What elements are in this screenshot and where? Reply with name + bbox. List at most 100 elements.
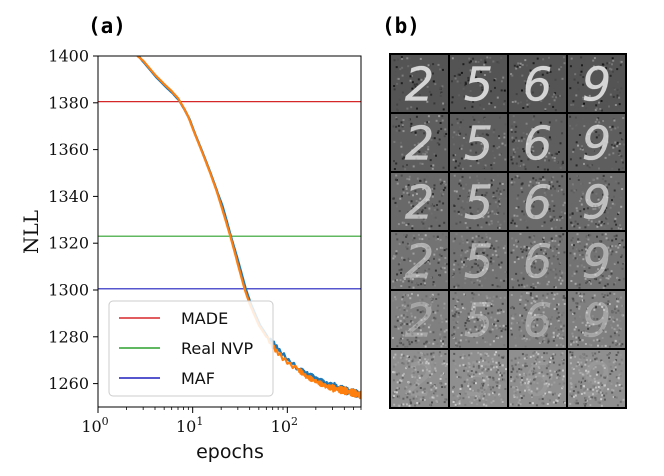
noise-pixel [525, 330, 528, 333]
noise-pixel [471, 236, 474, 239]
noise-pixel [577, 292, 580, 295]
noise-pixel [407, 259, 410, 262]
noise-pixel [475, 395, 478, 398]
noise-pixel [528, 236, 531, 239]
noise-pixel [455, 286, 458, 289]
noise-pixel [583, 271, 586, 274]
noise-pixel [396, 58, 399, 61]
noise-pixel [394, 296, 396, 299]
noise-pixel [487, 368, 490, 371]
noise-pixel [611, 245, 614, 248]
noise-pixel [456, 118, 459, 121]
noise-pixel [600, 222, 603, 225]
noise-pixel [570, 343, 572, 346]
noise-pixel [503, 279, 506, 282]
noise-pixel [485, 241, 488, 244]
noise-pixel [610, 270, 613, 273]
noise-pixel [465, 265, 468, 268]
noise-pixel [420, 225, 423, 227]
noise-pixel [453, 252, 456, 255]
noise-pixel [609, 316, 612, 319]
noise-pixel [612, 361, 615, 364]
noise-pixel [587, 219, 590, 221]
noise-pixel [465, 141, 468, 144]
noise-pixel [394, 304, 397, 306]
noise-pixel [460, 184, 462, 187]
noise-pixel [560, 115, 563, 117]
noise-pixel [416, 68, 419, 71]
noise-pixel [495, 189, 498, 192]
noise-pixel [573, 252, 576, 255]
noise-pixel [601, 233, 604, 236]
noise-pixel [511, 74, 514, 77]
noise-pixel [569, 392, 572, 395]
noise-pixel [451, 390, 454, 393]
noise-pixel [520, 140, 523, 143]
noise-pixel [587, 158, 590, 161]
noise-pixel [542, 294, 545, 297]
noise-pixel [492, 366, 495, 369]
noise-pixel [430, 165, 433, 167]
noise-pixel [443, 386, 446, 389]
noise-pixel [443, 302, 446, 305]
noise-pixel [462, 241, 465, 244]
noise-pixel [516, 321, 519, 324]
noise-pixel [419, 387, 422, 389]
noise-pixel [467, 373, 470, 376]
noise-pixel [552, 353, 555, 356]
noise-pixel [498, 285, 501, 288]
noise-pixel [471, 200, 473, 202]
noise-pixel [552, 176, 555, 179]
noise-pixel [516, 376, 519, 379]
noise-pixel [476, 243, 479, 246]
noise-pixel [475, 360, 478, 363]
noise-pixel [513, 386, 516, 389]
noise-pixel [572, 270, 575, 273]
noise-pixel [528, 77, 531, 79]
digit-glyph: 5 [464, 176, 493, 230]
noise-pixel [523, 150, 526, 153]
noise-pixel [494, 106, 497, 109]
noise-pixel [415, 192, 418, 195]
noise-pixel [416, 379, 419, 382]
noise-pixel [547, 340, 550, 343]
noise-pixel [444, 336, 447, 339]
noise-pixel [456, 283, 459, 286]
noise-pixel [575, 124, 578, 127]
noise-pixel [456, 376, 459, 378]
noise-pixel [452, 297, 455, 300]
noise-pixel [454, 313, 457, 316]
noise-pixel [531, 146, 534, 148]
noise-pixel [570, 189, 573, 192]
noise-pixel [477, 329, 480, 332]
noise-pixel [560, 270, 563, 273]
noise-pixel [601, 109, 603, 112]
noise-pixel [575, 189, 578, 192]
noise-pixel [468, 57, 471, 60]
noise-pixel [428, 305, 431, 307]
noise-pixel [416, 272, 419, 275]
noise-pixel [616, 68, 619, 71]
noise-pixel [553, 293, 556, 296]
noise-pixel [575, 402, 578, 405]
noise-pixel [484, 368, 487, 371]
noise-pixel [488, 66, 491, 69]
noise-pixel [521, 74, 524, 77]
noise-pixel [406, 107, 409, 110]
noise-pixel [431, 397, 434, 400]
noise-pixel [622, 56, 625, 59]
noise-pixel [582, 258, 585, 261]
noise-pixel [510, 328, 512, 331]
noise-pixel [427, 261, 429, 263]
noise-pixel [472, 57, 475, 60]
noise-pixel [577, 361, 580, 364]
noise-pixel [586, 358, 589, 361]
noise-pixel [482, 380, 485, 383]
noise-pixel [496, 213, 499, 215]
noise-pixel [510, 158, 513, 161]
x-tick-base: 10 [271, 417, 291, 436]
noise-pixel [542, 311, 545, 314]
noise-pixel [552, 361, 555, 364]
noise-pixel [603, 309, 606, 311]
noise-pixel [615, 251, 618, 254]
